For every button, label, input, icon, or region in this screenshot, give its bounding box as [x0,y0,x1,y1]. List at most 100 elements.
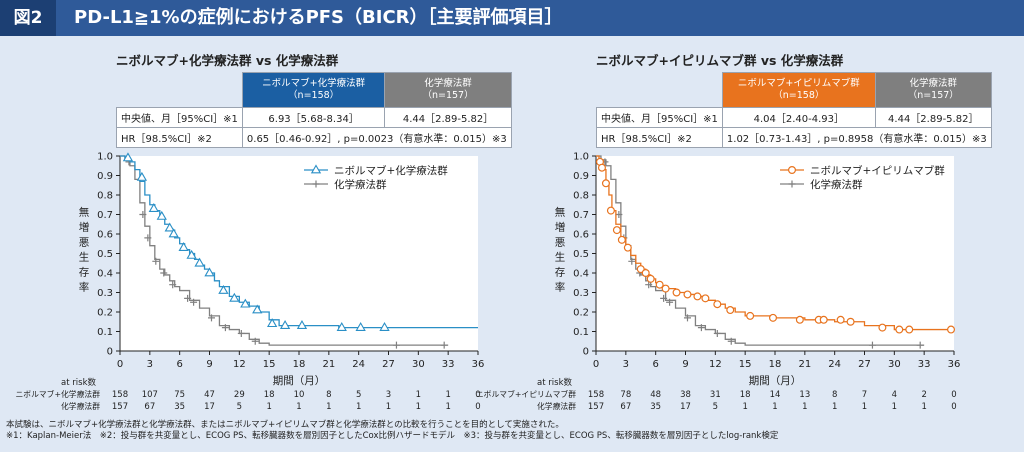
censor-circle [646,274,655,283]
panel-nivo-ipi: ニボルマブ+イピリムマブ群 vs 化学療法群 ニボルマブ+イピリムマブ群 （n=1… [512,36,1024,416]
y-tick-label: 0.3 [573,288,589,299]
at-risk-count: 0 [475,402,480,412]
censor-triangle [178,242,189,251]
x-tick-label: 30 [412,359,425,370]
at-risk-count: 157 [112,402,128,412]
hr-value: 1.02［0.73-1.43］, p=0.8958（有意水準：0.015）※3 [721,127,992,148]
censor-circle [661,284,670,293]
x-tick-label: 18 [769,359,782,370]
x-axis-label: 期間（月） [273,375,326,387]
censor-circle [683,290,692,299]
at-risk-count: 158 [112,390,128,400]
censor-plus [440,341,448,349]
median-label: 中央値、月［95%CI］※1 [116,107,243,128]
y-axis-label-char: 増 [555,221,566,234]
at-risk-count: 1 [416,390,421,400]
censor-triangle [122,152,134,162]
censor-triangle [156,210,167,220]
x-tick-label: 36 [472,359,485,370]
summary-table: ニボルマブ+化学療法群 （n=158） 化学療法群 （n=157） 中央値、月［95… [116,72,512,148]
col2-header: 化学療法群 （n=157） [874,72,992,108]
censor-circle [905,325,914,334]
censor-plus [727,337,735,345]
x-tick-label: 18 [293,359,306,370]
at-risk-count: 5 [237,402,242,412]
y-tick-label: 0.8 [97,191,113,202]
y-tick-label: 0.4 [97,269,113,280]
censor-circle [746,311,755,320]
censor-plus [251,337,259,345]
censor-plus [144,234,152,242]
y-tick-label: 0 [107,347,113,358]
at-risk-count: 8 [832,390,837,400]
censor-plus [713,329,721,337]
x-tick-label: 21 [798,359,811,370]
censor-plus [139,211,147,218]
at-risk-count: 1 [386,402,391,412]
censor-plus [645,281,653,289]
censor-circle [846,317,855,326]
y-tick-label: 0.4 [573,269,589,280]
censor-plus [697,324,705,332]
at-risk-count: 1 [862,402,867,412]
censor-circle [655,280,664,289]
at-risk-count: 3 [386,390,391,400]
legend-label: 化学療法群 [334,178,387,191]
at-risk-count: 29 [234,390,245,400]
y-axis-label-char: 生 [555,251,566,264]
footnote-line-1: 本試験は、ニボルマブ+化学療法群と化学療法群、またはニボルマブ+イピリムマブ群と… [6,420,564,430]
y-tick-label: 0.9 [97,171,113,182]
x-tick-label: 33 [442,359,455,370]
median-col2: 4.44［2.89-5.82］ [874,107,992,128]
footnote-line-2: ※1：Kaplan-Meier法 ※2：投与群を共変量とし、ECOG PS、転移… [6,431,779,441]
censor-triangle [148,203,159,212]
censor-circle [713,300,722,309]
y-axis-label-char: 生 [79,251,90,264]
censor-circle [612,226,621,235]
censor-plus [392,341,400,349]
censor-circle [819,315,828,324]
at-risk-title: at risk数 [61,377,96,388]
censor-circle [726,306,735,315]
at-risk-count: 10 [294,390,305,400]
at-risk-count: 1 [772,402,777,412]
censor-triangle [279,320,291,329]
figure-title: PD-L1≧1%の症例におけるPFS（BICR）［主要評価項目］ [74,7,563,28]
summary-table: ニボルマブ+イピリムマブ群 （n=158） 化学療法群 （n=157） 中央値、月［… [596,72,992,148]
y-tick-label: 0.3 [97,288,113,299]
legend-marker [788,180,796,188]
censor-circle [672,288,681,297]
at-risk-row-label: 化学療法群 [537,401,576,411]
x-tick-label: 15 [263,359,276,370]
y-axis-label-char: 悪 [555,237,566,249]
censor-plus [237,329,245,337]
at-risk-count: 18 [264,390,275,400]
x-tick-label: 30 [888,359,901,370]
at-risk-count: 47 [204,390,215,400]
at-risk-count: 1 [445,402,450,412]
censor-triangle [379,321,390,331]
censor-circle [836,315,845,324]
censor-triangle [266,318,278,328]
censor-triangle [168,228,179,238]
series-line-2 [120,155,449,346]
at-risk-row-label: ニボルマブ+化学療法群 [15,389,100,399]
at-risk-count: 1 [445,390,450,400]
at-risk-count: 1 [356,402,361,412]
x-tick-label: 27 [382,359,395,370]
y-tick-label: 0.5 [97,249,113,260]
at-risk-count: 38 [680,390,691,400]
at-risk-count: 1 [892,402,897,412]
at-risk-count: 1 [921,402,926,412]
plot-area [596,156,954,351]
y-tick-label: 0.8 [573,191,589,202]
title-banner: 図2 PD-L1≧1%の症例におけるPFS（BICR）［主要評価項目］ [0,0,1024,36]
x-tick-label: 3 [147,359,153,370]
at-risk-count: 17 [680,402,691,412]
censor-plus [152,257,160,265]
at-risk-count: 0 [475,390,480,400]
at-risk-row-label: 化学療法群 [61,401,100,411]
panel-title: ニボルマブ+化学療法群 vs 化学療法群 [116,53,339,68]
at-risk-title: at risk数 [537,377,572,388]
y-axis-label: 無増悪生存率 [79,206,90,294]
